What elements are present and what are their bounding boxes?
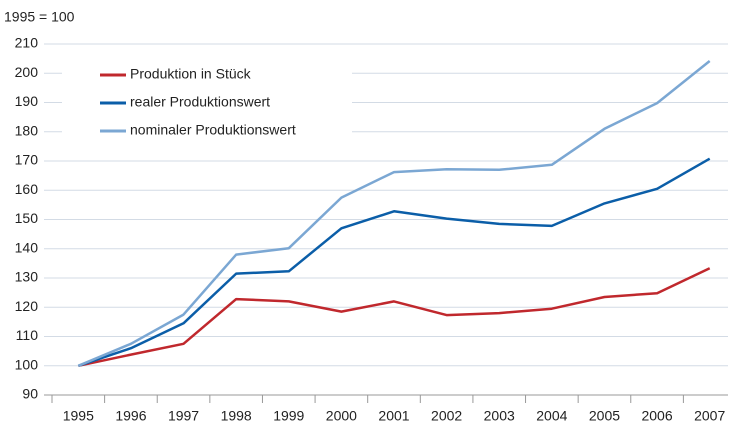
x-tick-label: 2004 xyxy=(536,408,567,424)
x-tick-label: 2003 xyxy=(484,408,515,424)
series-line xyxy=(78,267,711,368)
y-tick-label: 90 xyxy=(22,386,38,402)
x-tick-label: 1998 xyxy=(221,408,252,424)
legend-label: nominaler Produktionswert xyxy=(130,122,296,138)
x-tick-label: 1996 xyxy=(115,408,146,424)
y-tick-label: 210 xyxy=(15,35,39,51)
x-tick-label: 2007 xyxy=(694,408,725,424)
series-line xyxy=(77,60,711,367)
y-tick-label: 160 xyxy=(15,181,39,197)
x-tick-label: 1995 xyxy=(63,408,94,424)
x-tick-label: 2006 xyxy=(641,408,672,424)
y-tick-label: 110 xyxy=(16,327,39,343)
legend-label: Produktion in Stück xyxy=(130,66,252,82)
y-tick-label: 100 xyxy=(15,356,39,372)
x-tick-label: 1999 xyxy=(273,408,304,424)
y-tick-label: 180 xyxy=(15,122,39,138)
y-tick-label: 170 xyxy=(15,152,39,168)
y-tick-label: 120 xyxy=(15,298,39,314)
y-tick-label: 140 xyxy=(15,239,39,255)
y-tick-label: 150 xyxy=(15,210,39,226)
x-tick-label: 2002 xyxy=(431,408,462,424)
series-line xyxy=(77,157,711,367)
x-tick-label: 2005 xyxy=(589,408,620,424)
legend-label: realer Produktionswert xyxy=(130,94,270,110)
x-tick-label: 2001 xyxy=(378,408,409,424)
y-axis-label: 1995 = 100 xyxy=(4,9,75,25)
x-tick-label: 1997 xyxy=(168,408,199,424)
y-tick-label: 130 xyxy=(15,269,39,285)
y-tick-label: 200 xyxy=(15,64,39,80)
x-tick-label: 2000 xyxy=(326,408,357,424)
y-tick-label: 190 xyxy=(15,93,39,109)
